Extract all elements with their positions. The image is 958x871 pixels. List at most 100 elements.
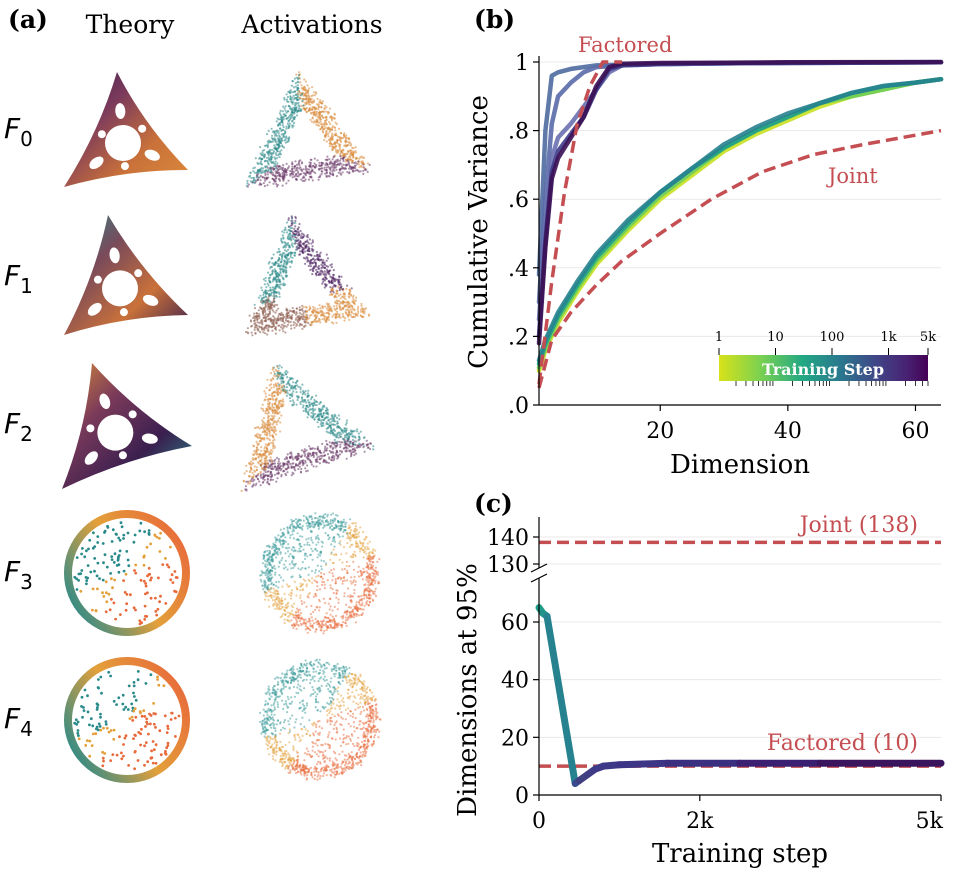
activation-point [305,583,308,586]
activation-point [288,92,291,95]
theory-point [154,610,158,613]
activation-point [311,404,314,407]
activation-point [302,519,305,522]
activation-point [264,302,267,306]
activation-point [272,167,275,171]
theory-point [122,537,125,540]
activation-point [285,162,288,165]
activation-point [268,424,271,427]
activation-point [275,556,278,559]
activation-point [258,427,261,430]
activation-point [266,444,269,447]
activation-point [326,422,329,426]
activation-point [339,449,342,453]
activation-point [292,614,295,617]
activation-point [270,460,274,464]
activation-point [325,406,328,410]
activation-point [334,284,337,287]
activation-point [337,436,340,439]
activation-point [336,422,339,425]
activation-point [280,137,283,140]
activation-point [277,278,280,281]
activation-point [273,270,277,273]
activation-point [309,415,313,418]
activation-point [301,99,304,103]
activation-point [345,427,348,430]
activation-point [330,143,333,146]
activation-point [364,307,367,310]
activation-point [274,567,277,570]
activation-point [295,239,298,242]
activation-point [361,578,364,581]
activation-point [260,446,263,449]
activation-point [332,428,335,431]
activation-point [317,527,320,531]
activation-point [312,595,315,598]
activation-point [277,376,280,379]
activation-point [327,534,330,537]
activation-point [325,317,328,320]
activation-point [311,619,314,622]
activation-point [269,372,273,375]
theory-plot [64,72,188,187]
activation-point [325,129,328,133]
activation-point [306,257,309,260]
activation-point [355,156,358,159]
activation-point [354,150,357,153]
activation-point [305,456,309,459]
activation-point [320,258,323,261]
activation-point [339,445,342,449]
activation-point [270,475,273,478]
activation-point [289,394,292,397]
activation-point [291,387,294,390]
theory-point [123,591,127,594]
theory-point [87,547,90,551]
activation-point [312,113,315,116]
activation-point [326,257,330,260]
activation-point [262,278,265,281]
activation-point [362,542,365,546]
theory-central-hole [97,414,134,451]
activation-point [256,444,259,447]
activation-point [330,552,333,556]
activation-point [263,329,266,332]
activation-point [260,476,263,479]
activation-point [263,430,266,434]
activation-point [324,163,327,167]
activation-point [323,616,326,619]
activation-point [291,314,294,317]
activation-point [367,314,371,317]
activation-point [341,295,344,298]
activation-point [345,421,348,424]
activation-point [338,433,341,436]
activation-point [268,294,271,297]
activation-point [343,144,346,147]
activation-point [331,615,334,618]
activation-point [299,535,302,538]
theory-point [101,591,104,595]
activation-point [352,170,355,173]
activation-point [284,566,287,569]
activation-point [324,447,327,450]
activation-point [292,626,295,630]
activation-point [295,172,298,175]
theory-point [110,540,114,543]
activation-point [277,291,280,294]
activation-point [267,277,270,280]
activation-point [329,107,332,110]
activation-point [286,618,289,622]
activation-point [300,84,303,87]
activation-point [292,90,295,94]
activation-point [315,460,318,463]
activation-point [307,566,310,569]
activation-point [299,612,303,615]
activation-point [290,124,294,127]
activation-point [269,449,273,452]
theory-point [145,545,149,549]
activation-point [358,444,361,447]
activation-point [282,532,285,536]
activation-point [280,414,283,417]
activation-point [333,126,336,129]
activation-point [260,449,263,452]
activation-point [264,471,267,474]
